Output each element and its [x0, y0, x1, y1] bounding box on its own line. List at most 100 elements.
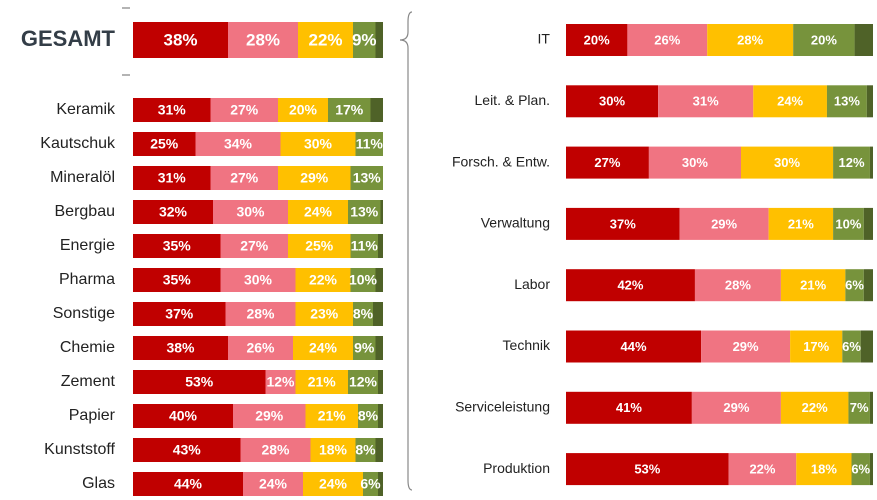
bar-segment [866, 85, 873, 118]
value-label: 6% [842, 339, 861, 354]
value-label: 20% [584, 32, 610, 47]
bar-segment [353, 336, 376, 360]
bar-segment [305, 404, 358, 428]
bar-segment [566, 146, 649, 179]
bar-segment [295, 302, 353, 326]
value-label: 28% [737, 32, 763, 47]
bar-segment [133, 302, 226, 326]
value-label: 21% [788, 216, 814, 231]
value-label: 21% [308, 374, 337, 390]
category-label: Verwaltung [481, 215, 550, 231]
value-label: 6% [845, 278, 864, 293]
bar-segment [133, 166, 211, 190]
bar-segment [133, 438, 241, 462]
value-label: 43% [173, 442, 202, 458]
bar-segment [310, 438, 356, 462]
bar-segment [298, 22, 353, 58]
bar-segment [328, 98, 371, 122]
bar-segment [355, 438, 376, 462]
category-label: Kautschuk [40, 135, 116, 152]
value-label: 31% [158, 170, 187, 186]
value-label: 29% [711, 216, 737, 231]
bar-segment [288, 200, 348, 224]
value-label: 24% [309, 340, 338, 356]
value-label: 30% [244, 272, 273, 288]
value-label: 27% [230, 170, 259, 186]
category-label: Serviceleistung [455, 399, 550, 415]
value-label: 22% [802, 400, 828, 415]
bar-segment [355, 132, 383, 156]
bar-segment [707, 24, 794, 56]
bar-segment [566, 269, 695, 302]
category-label: Bergbau [55, 203, 116, 220]
value-label: 35% [163, 272, 192, 288]
bar-layer [133, 22, 873, 496]
value-label: 26% [246, 340, 275, 356]
value-label: 29% [733, 339, 759, 354]
bar-segment [133, 98, 211, 122]
value-label: 8% [358, 408, 379, 424]
bar-segment [869, 453, 873, 486]
value-label: 30% [304, 136, 333, 152]
bar-segment [796, 453, 852, 486]
bar-segment [348, 370, 378, 394]
category-label: Papier [69, 407, 116, 424]
bar-segment [278, 98, 328, 122]
bar-segment [378, 370, 383, 394]
bar-segment [845, 269, 864, 302]
bar-segment [701, 330, 791, 363]
bar-segment [210, 98, 278, 122]
value-label: 24% [319, 476, 348, 492]
bar-segment [627, 24, 708, 56]
category-label: Sonstige [53, 305, 115, 322]
category-label: Chemie [60, 339, 115, 356]
category-label: Keramik [56, 101, 116, 118]
value-label: 23% [310, 306, 339, 322]
bar-segment [228, 22, 298, 58]
value-label: 27% [594, 155, 620, 170]
bar-segment [210, 166, 278, 190]
value-label: 18% [811, 462, 837, 477]
value-label: 18% [319, 442, 348, 458]
value-label: 13% [834, 94, 860, 109]
bar-segment [265, 370, 296, 394]
value-label: 35% [163, 238, 192, 254]
bar-segment [353, 22, 376, 58]
category-label: Mineralöl [50, 169, 115, 186]
value-label: 29% [723, 400, 749, 415]
bar-segment [740, 146, 834, 179]
value-label: 38% [166, 340, 195, 356]
value-label: 20% [811, 32, 837, 47]
value-label: 13% [350, 204, 379, 220]
value-label: 37% [165, 306, 194, 322]
bar-segment [133, 234, 221, 258]
value-label: 22% [749, 462, 775, 477]
category-label: Labor [514, 276, 550, 292]
value-label: 31% [158, 102, 187, 118]
category-label: IT [538, 31, 551, 47]
category-label: Glas [82, 475, 115, 492]
value-label: 44% [621, 339, 647, 354]
value-label: 25% [150, 136, 179, 152]
value-label: 30% [599, 94, 625, 109]
bar-segment [243, 472, 303, 496]
bar-segment [691, 391, 781, 424]
bar-segment [348, 200, 381, 224]
bar-segment [225, 302, 296, 326]
bar-segment [833, 146, 870, 179]
bar-segment [566, 85, 659, 118]
value-label: 41% [616, 400, 642, 415]
bar-segment [303, 472, 363, 496]
bar-segment [363, 472, 378, 496]
bar-segment [133, 336, 228, 360]
bar-segment [358, 404, 378, 428]
bar-segment [220, 268, 296, 292]
bar-segment [133, 472, 243, 496]
bar-segment [240, 438, 311, 462]
bracket [122, 7, 130, 76]
bar-segment [133, 370, 266, 394]
bar-segment [848, 391, 870, 424]
value-label: 28% [261, 442, 290, 458]
bar-segment [133, 132, 196, 156]
value-label: 17% [335, 102, 364, 118]
